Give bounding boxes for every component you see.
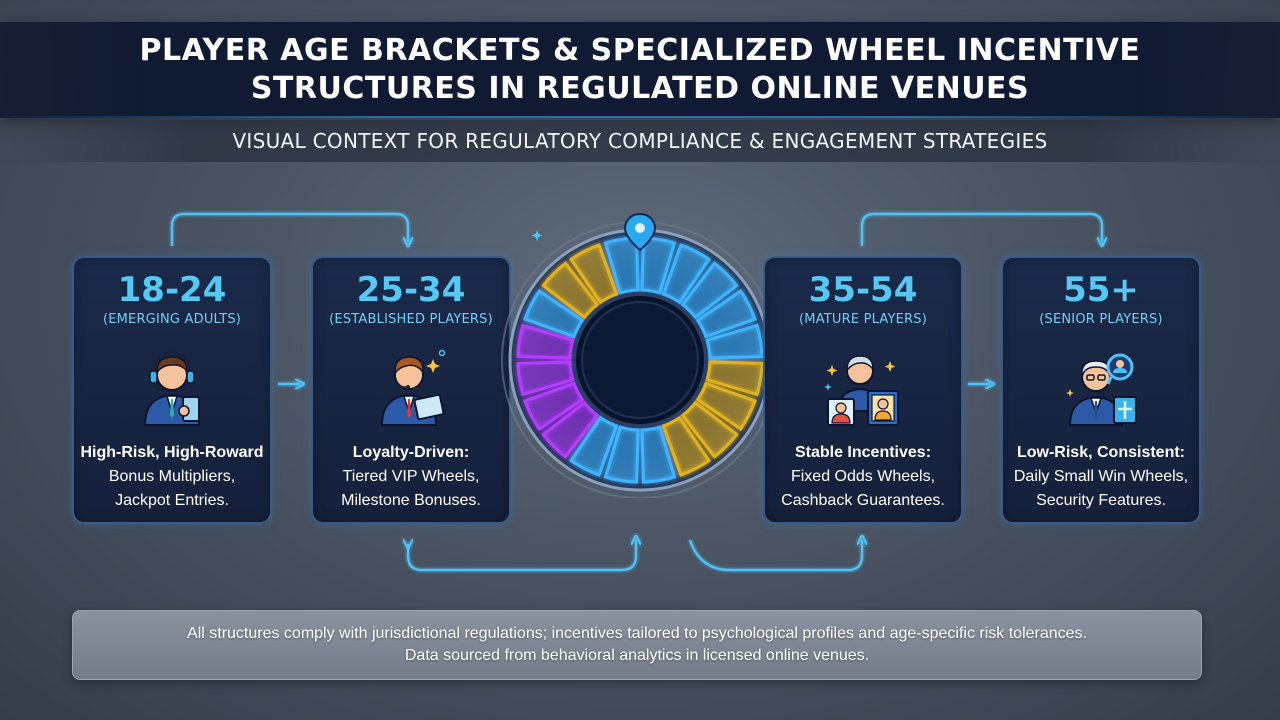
desc-line-2: Bonus Multipliers, (108, 468, 236, 485)
age-group-label: (MATURE PLAYERS) (799, 312, 927, 327)
wheel-segment (541, 400, 600, 459)
wheel-segment (523, 381, 585, 432)
wheel-segment (705, 360, 764, 397)
wheel-segments (516, 236, 764, 484)
desc-line-1: Loyalty-Driven: (352, 444, 470, 461)
wheel-segment (603, 425, 640, 484)
desc-line-1: Stable Incentives: (794, 444, 932, 461)
desc-line-1: Low-Risk, Consistent: (1016, 444, 1185, 461)
age-range: 18-24 (117, 270, 227, 310)
age-card-35-54: 35-54 (MATURE PLAYERS) Stable Incentives… (763, 256, 963, 524)
age-range: 25-34 (356, 270, 466, 310)
wheel-segment (695, 381, 757, 432)
incentive-description: High-Risk, High-Roward Bonus Multipliers… (74, 441, 270, 513)
wheel-segment (568, 243, 619, 305)
arrow-top-left-loop (170, 212, 408, 246)
age-range: 55+ (1063, 270, 1139, 310)
footer-line-1: All structures comply with jurisdictiona… (187, 625, 1087, 642)
wheel-segment (680, 261, 739, 320)
arrow-bottom-left-loop (408, 540, 636, 572)
wheel-segment (640, 236, 677, 295)
age-card-55-plus: 55+ (SENIOR PLAYERS) Low-Risk, Consisten… (1001, 256, 1201, 524)
page-title-line-1: PLAYER AGE BRACKETS & SPECIALIZED WHEEL … (139, 33, 1141, 68)
arrow-top-right-loop (860, 212, 1102, 246)
young-gamer-headset-tablet-icon (143, 351, 201, 426)
desc-line-3: Jackpot Entries. (115, 492, 229, 509)
wheel-segment (523, 288, 585, 339)
wheel-segment (516, 323, 575, 360)
footer-line-2: Data sourced from behavioral analytics i… (404, 647, 870, 664)
wheel-segment (705, 323, 764, 360)
wheel-segment (516, 360, 575, 397)
age-group-label: (ESTABLISHED PLAYERS) (329, 312, 493, 327)
age-card-18-24: 18-24 (EMERGING ADULTS) High-Risk, High-… (72, 256, 272, 524)
desc-line-2: Daily Small Win Wheels, (1013, 468, 1189, 485)
desc-line-3: Milestone Bonuses. (341, 492, 481, 509)
wheel-segment (640, 425, 677, 484)
wheel-segment (541, 261, 600, 320)
wheel-segment (603, 236, 640, 295)
desc-line-3: Cashback Guarantees. (781, 492, 945, 509)
wheel-segment (695, 288, 757, 339)
wheel-segment (680, 400, 739, 459)
age-group-label: (SENIOR PLAYERS) (1039, 312, 1163, 327)
prize-wheel-icon (501, 212, 779, 498)
wheel-segment (568, 415, 619, 477)
senior-security-icon (1066, 353, 1137, 426)
subtitle-banner: VISUAL CONTEXT FOR REGULATORY COMPLIANCE… (0, 120, 1280, 162)
desc-line-2: Tiered VIP Wheels, (342, 468, 480, 485)
age-card-25-34: 25-34 (ESTABLISHED PLAYERS) Loyalty-Driv… (311, 256, 511, 524)
title-banner: PLAYER AGE BRACKETS & SPECIALIZED WHEEL … (0, 22, 1280, 118)
page-subtitle: VISUAL CONTEXT FOR REGULATORY COMPLIANCE… (232, 129, 1048, 153)
family-photo-icon (824, 355, 899, 426)
desc-line-1: High-Risk, High-Roward (80, 444, 264, 461)
arrow-bottom-right-loop (688, 540, 862, 572)
incentive-description: Loyalty-Driven: Tiered VIP Wheels, Miles… (313, 441, 509, 513)
age-range: 35-54 (808, 270, 918, 310)
wheel-segment (661, 243, 712, 305)
incentive-description: Low-Risk, Consistent: Daily Small Win Wh… (1003, 441, 1199, 513)
desc-line-2: Fixed Odds Wheels, (790, 468, 936, 485)
incentive-description: Stable Incentives: Fixed Odds Wheels, Ca… (765, 441, 961, 513)
desc-line-3: Security Features. (1036, 492, 1166, 509)
wheel-segment (661, 415, 712, 477)
age-group-label: (EMERGING ADULTS) (102, 312, 242, 327)
page-title-line-2: STRUCTURES IN REGULATED ONLINE VENUES (250, 71, 1030, 106)
professional-headset-tablet-icon (380, 349, 446, 426)
compliance-footer-note: All structures comply with jurisdictiona… (72, 610, 1202, 680)
